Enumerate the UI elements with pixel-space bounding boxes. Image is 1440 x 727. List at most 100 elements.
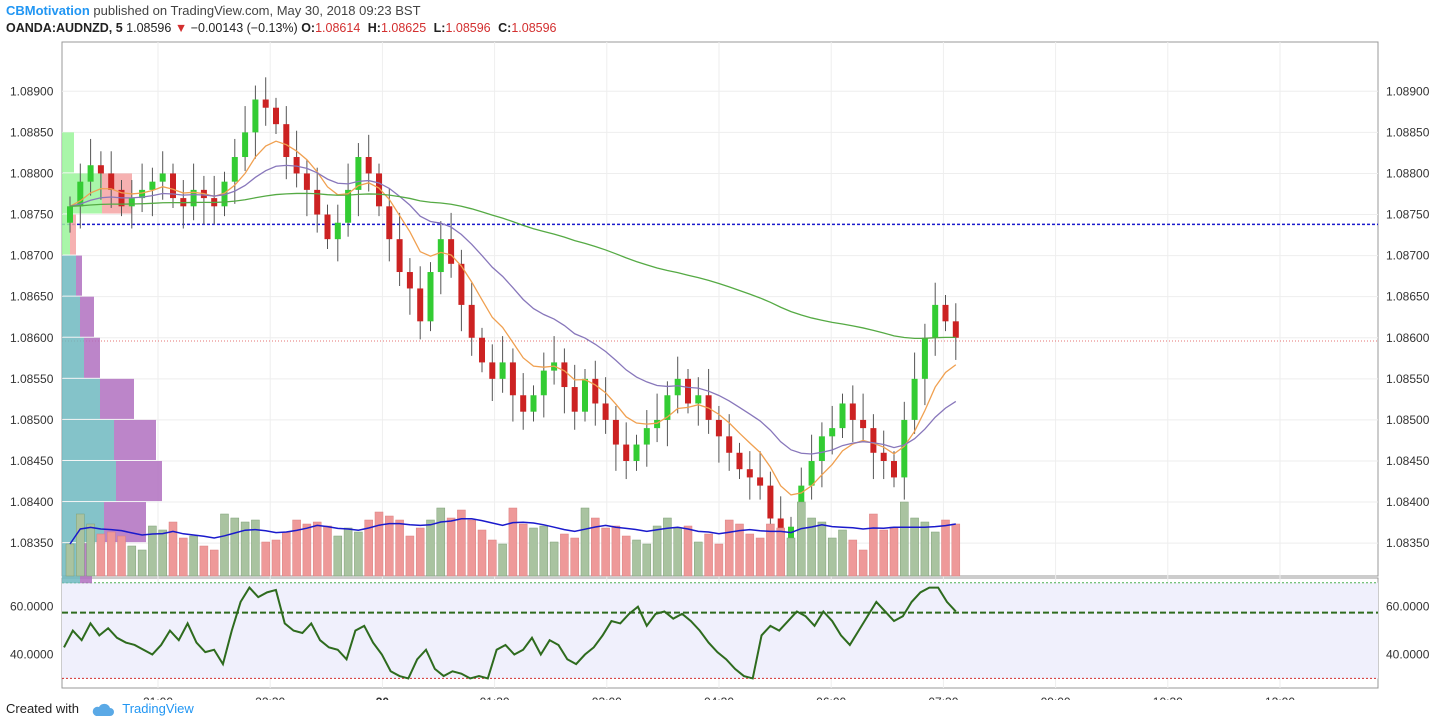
candle-body[interactable] bbox=[561, 362, 568, 388]
candle-body[interactable] bbox=[540, 370, 547, 396]
candle-body[interactable] bbox=[664, 395, 671, 420]
candle-body[interactable] bbox=[139, 189, 146, 199]
candle-body[interactable] bbox=[437, 239, 444, 273]
candle-body[interactable] bbox=[757, 477, 764, 486]
candle-body[interactable] bbox=[736, 452, 743, 470]
candle-body[interactable] bbox=[839, 403, 846, 429]
price-pane[interactable] bbox=[61, 41, 1379, 577]
candle-body[interactable] bbox=[891, 460, 897, 478]
volume-bar bbox=[694, 541, 703, 577]
author-link[interactable]: CBMotivation bbox=[6, 3, 90, 18]
candle-body[interactable] bbox=[643, 428, 650, 445]
candle-body[interactable] bbox=[190, 189, 197, 207]
price-chart[interactable]: 1.08900 1.08900 1.08850 1.08850 1.08800 1.088… bbox=[0, 0, 1440, 700]
candle-body[interactable] bbox=[303, 173, 310, 190]
candle-body[interactable] bbox=[273, 107, 279, 125]
candle-body[interactable] bbox=[458, 263, 465, 305]
candle-body[interactable] bbox=[602, 403, 609, 420]
candle-body[interactable] bbox=[242, 132, 249, 158]
published-text: published on TradingView.com, May 30, 20… bbox=[93, 3, 421, 18]
candle-body[interactable] bbox=[221, 181, 228, 207]
candle-body[interactable] bbox=[489, 362, 496, 379]
candle-body[interactable] bbox=[396, 239, 403, 273]
candle-body[interactable] bbox=[582, 378, 588, 412]
candle-body[interactable] bbox=[128, 198, 135, 207]
candle-body[interactable] bbox=[715, 419, 722, 437]
candle-body[interactable] bbox=[67, 206, 73, 223]
candle-body[interactable] bbox=[685, 378, 691, 404]
rsi-tick-label-left: 60.0000 bbox=[10, 600, 54, 614]
volume-profile-up bbox=[62, 214, 70, 255]
candle-body[interactable] bbox=[406, 272, 413, 289]
volume-bar bbox=[673, 527, 682, 577]
candle-body[interactable] bbox=[468, 304, 475, 338]
candle-body[interactable] bbox=[159, 173, 166, 182]
candle-body[interactable] bbox=[77, 181, 84, 207]
candle-body[interactable] bbox=[767, 485, 774, 519]
candle-body[interactable] bbox=[448, 239, 455, 264]
candle-body[interactable] bbox=[417, 288, 424, 322]
candle-body[interactable] bbox=[860, 419, 867, 429]
candle-body[interactable] bbox=[97, 165, 104, 174]
volume-bar bbox=[580, 507, 590, 577]
candle-body[interactable] bbox=[324, 214, 331, 240]
candle-body[interactable] bbox=[314, 189, 321, 215]
candle-body[interactable] bbox=[952, 321, 959, 338]
candle-body[interactable] bbox=[149, 181, 156, 190]
candle-body[interactable] bbox=[849, 403, 856, 420]
candle-body[interactable] bbox=[746, 469, 753, 478]
candle-body[interactable] bbox=[499, 362, 506, 379]
volume-bar bbox=[518, 523, 528, 577]
candle-body[interactable] bbox=[921, 337, 928, 379]
candle-body[interactable] bbox=[932, 304, 939, 338]
candle-body[interactable] bbox=[108, 173, 115, 190]
candle-body[interactable] bbox=[170, 173, 176, 199]
volume-bar bbox=[941, 519, 950, 577]
candle-body[interactable] bbox=[87, 165, 94, 182]
volume-bar bbox=[86, 523, 95, 577]
candle-body[interactable] bbox=[654, 419, 661, 429]
price-change: −0.00143 (−0.13%) bbox=[190, 21, 298, 35]
candle-body[interactable] bbox=[365, 157, 372, 174]
candle-body[interactable] bbox=[829, 428, 836, 437]
candle-body[interactable] bbox=[880, 452, 887, 461]
open-label: O: bbox=[301, 21, 316, 35]
volume-bar bbox=[838, 529, 847, 577]
candle-body[interactable] bbox=[942, 304, 949, 322]
tradingview-brand[interactable]: TradingView bbox=[122, 701, 194, 716]
candle-body[interactable] bbox=[355, 157, 362, 190]
volume-profile-down bbox=[76, 255, 82, 296]
candle-body[interactable] bbox=[345, 189, 352, 223]
candle-body[interactable] bbox=[520, 395, 527, 412]
price-tick-label-left: 1.08700 bbox=[10, 249, 54, 263]
candle-body[interactable] bbox=[674, 378, 681, 396]
candle-body[interactable] bbox=[386, 206, 393, 240]
volume-bar bbox=[179, 537, 188, 577]
candle-body[interactable] bbox=[808, 460, 815, 486]
candle-body[interactable] bbox=[334, 222, 341, 240]
candle-body[interactable] bbox=[530, 395, 537, 412]
candle-body[interactable] bbox=[427, 272, 434, 322]
candle-body[interactable] bbox=[509, 362, 516, 396]
candle-body[interactable] bbox=[623, 444, 630, 461]
symbol-name[interactable]: OANDA:AUDNZD, 5 bbox=[6, 21, 123, 35]
candle-body[interactable] bbox=[726, 436, 733, 453]
candle-body[interactable] bbox=[262, 99, 269, 108]
candle-body[interactable] bbox=[592, 378, 599, 404]
candle-body[interactable] bbox=[633, 444, 640, 461]
volume-bar bbox=[96, 533, 106, 577]
candle-body[interactable] bbox=[252, 99, 259, 133]
candle-body[interactable] bbox=[818, 436, 825, 461]
candle-body[interactable] bbox=[571, 387, 578, 412]
candle-body[interactable] bbox=[901, 419, 908, 478]
volume-bar bbox=[601, 527, 610, 577]
candle-body[interactable] bbox=[293, 157, 300, 174]
candle-body[interactable] bbox=[376, 173, 382, 207]
candle-body[interactable] bbox=[870, 428, 877, 453]
candle-body[interactable] bbox=[612, 419, 619, 445]
candle-body[interactable] bbox=[479, 337, 485, 363]
candle-body[interactable] bbox=[283, 124, 290, 158]
candle-body[interactable] bbox=[911, 378, 918, 420]
candle-body[interactable] bbox=[695, 395, 702, 404]
candle-body[interactable] bbox=[231, 157, 238, 182]
